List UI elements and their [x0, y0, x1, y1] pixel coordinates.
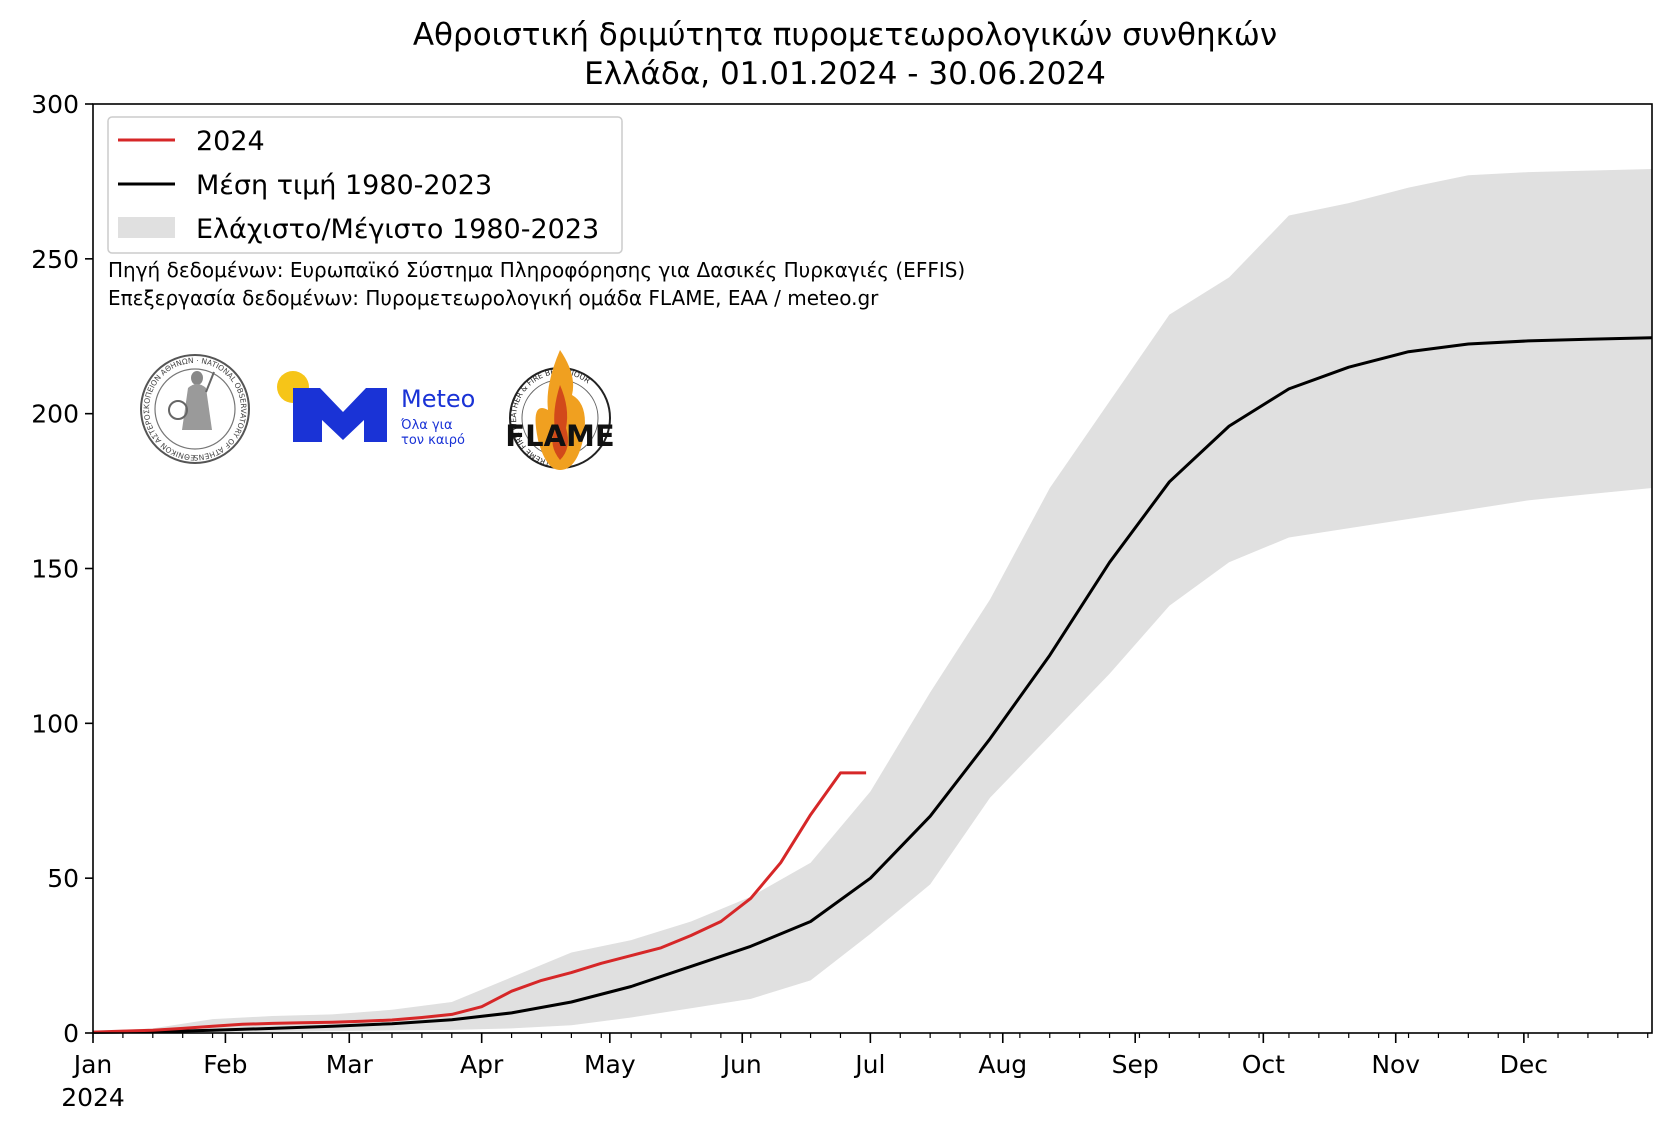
x-tick-label: Sep — [1112, 1050, 1159, 1079]
x-tick-label: May — [584, 1050, 636, 1079]
meteo-brand-name: Meteo — [401, 385, 475, 413]
x-tick-label: Oct — [1242, 1050, 1285, 1079]
legend-swatch-range — [118, 217, 175, 238]
y-tick-label: 250 — [31, 245, 79, 274]
meteo-tagline-2: τον καιρό — [401, 433, 465, 448]
meteo-m-icon — [293, 388, 387, 442]
series-mean-line — [92, 336, 1653, 1034]
axes: 0 50 100 150 200 250 300 Jan Feb Mar Apr May Jun Jul A… — [31, 90, 1653, 1112]
y-tick-label: 200 — [31, 400, 79, 429]
legend-label-range: Ελάχιστο/Μέγιστο 1980-2023 — [196, 214, 599, 245]
x-tick-label: Apr — [460, 1050, 504, 1079]
legend-label-mean: Μέση τιμή 1980-2023 — [196, 170, 492, 201]
x-tick-label: Feb — [203, 1050, 247, 1079]
x-tick-label: Nov — [1371, 1050, 1420, 1079]
x-tick-label: Jun — [721, 1050, 762, 1079]
flame-logo: EXTREME FIRE WEATHER & FIRE BEHAVIOUR FL… — [505, 350, 615, 470]
x-tick-label: Aug — [978, 1050, 1027, 1079]
chart-subtitle: Ελλάδα, 01.01.2024 - 30.06.2024 — [584, 56, 1106, 92]
y-tick-label: 300 — [31, 90, 79, 119]
x-tick-label: Dec — [1500, 1050, 1548, 1079]
x-tick-label: Jan — [72, 1050, 113, 1079]
flame-brand-name: FLAME — [505, 419, 614, 453]
band-layer — [93, 169, 1652, 1033]
x-tick-label: Jul — [853, 1050, 885, 1079]
x-year-label: 2024 — [61, 1083, 125, 1112]
legend: 2024 Μέση τιμή 1980-2023 Ελάχιστο/Μέγιστ… — [107, 116, 623, 254]
line-layer — [92, 336, 1653, 1034]
y-tick-label: 100 — [31, 709, 79, 738]
meteo-logo: Meteo Όλα για τον καιρό — [277, 371, 475, 448]
min-max-band — [93, 169, 1652, 1033]
noa-logo: ΕΘΝΙΚΟΝ ΑΣΤΕΡΟΣΚΟΠΕΙΟΝ ΑΘΗΝΩΝ · NATIONAL… — [140, 354, 250, 464]
y-tick-label: 50 — [47, 864, 79, 893]
series-2024-line — [92, 771, 867, 1034]
processing-note: Επεξεργασία δεδομένων: Πυρομετεωρολογική… — [108, 286, 879, 310]
y-tick-label: 0 — [63, 1019, 79, 1048]
chart-title: Αθροιστική δριμύτητα πυρομετεωρολογικών … — [413, 17, 1277, 53]
legend-label-2024: 2024 — [196, 126, 265, 157]
source-note: Πηγή δεδομένων: Ευρωπαϊκό Σύστημα Πληροφ… — [108, 258, 965, 282]
meteo-tagline-1: Όλα για — [400, 418, 453, 433]
x-tick-label: Mar — [326, 1050, 374, 1079]
y-tick-label: 150 — [31, 555, 79, 584]
legend-frame — [107, 116, 623, 254]
